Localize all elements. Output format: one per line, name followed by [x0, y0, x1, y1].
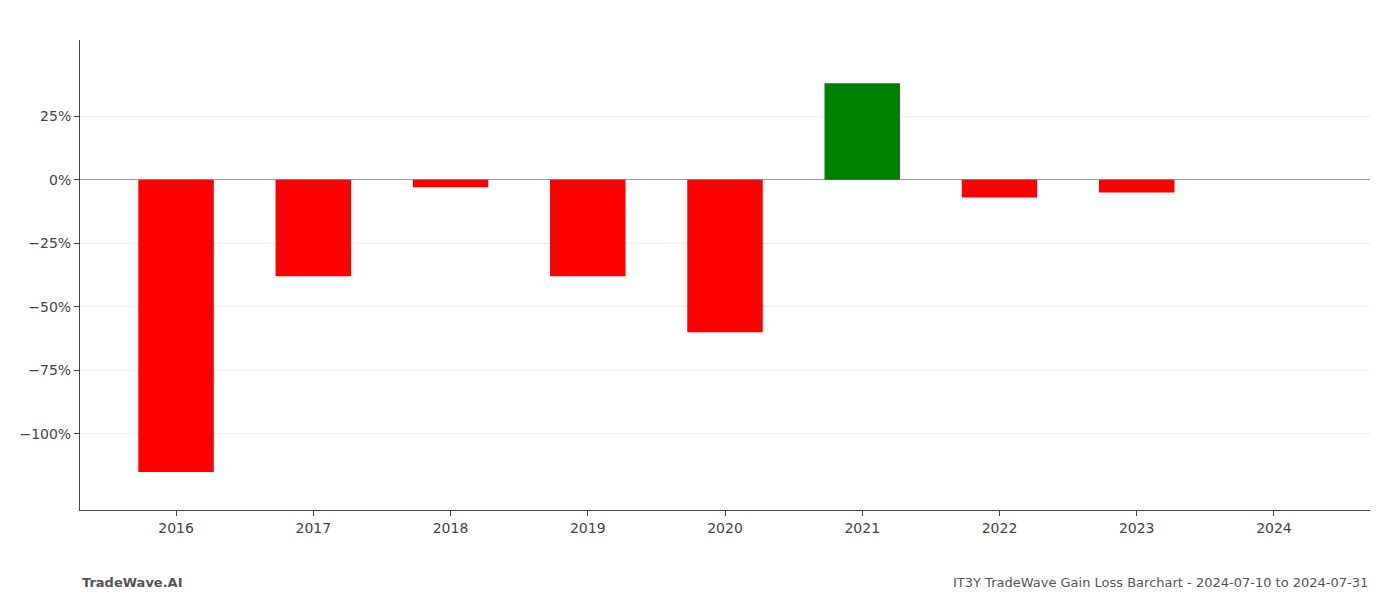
svg-text:0%: 0%	[49, 172, 71, 188]
svg-text:2023: 2023	[1119, 520, 1155, 536]
svg-text:2024: 2024	[1256, 520, 1292, 536]
svg-text:2018: 2018	[433, 520, 469, 536]
svg-text:2017: 2017	[295, 520, 331, 536]
svg-text:IT3Y TradeWave Gain Loss Barch: IT3Y TradeWave Gain Loss Barchart - 2024…	[953, 575, 1368, 590]
svg-text:−75%: −75%	[28, 362, 71, 378]
svg-text:−50%: −50%	[28, 299, 71, 315]
svg-text:2016: 2016	[158, 520, 194, 536]
svg-text:−100%: −100%	[19, 426, 71, 442]
svg-text:−25%: −25%	[28, 235, 71, 251]
svg-text:25%: 25%	[40, 108, 71, 124]
svg-text:2022: 2022	[982, 520, 1018, 536]
svg-text:2020: 2020	[707, 520, 743, 536]
svg-text:2021: 2021	[844, 520, 880, 536]
svg-text:TradeWave.AI: TradeWave.AI	[82, 575, 183, 590]
svg-text:2019: 2019	[570, 520, 606, 536]
